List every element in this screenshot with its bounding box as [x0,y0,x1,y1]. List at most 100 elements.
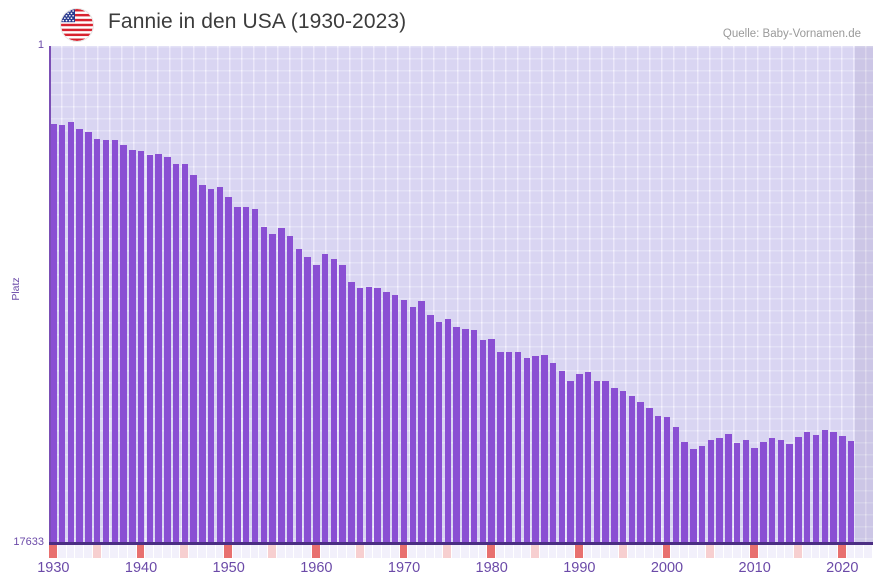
x-tick-marker [680,545,689,558]
bar [698,446,706,543]
x-tick-marker [127,545,137,558]
x-tick-marker [478,545,488,558]
bar [593,380,601,543]
x-tick-label: 1950 [212,560,245,576]
bar [532,356,539,543]
x-tick-marker [57,545,67,558]
bar [505,351,513,543]
x-tick-marker [504,545,514,558]
bar [102,140,110,543]
x-tick-marker [794,545,803,558]
x-tick-marker [443,545,453,558]
x-axis-line [49,542,873,545]
y-axis-tick-bottom: 17633 [13,536,44,548]
bar [497,352,504,543]
bar [716,437,723,543]
x-tick-marker [145,545,155,558]
x-tick-marker [355,545,365,558]
bar [637,402,644,543]
bar [707,440,715,543]
bar [619,390,627,543]
x-tick-marker [101,545,111,558]
x-tick-marker [285,545,295,558]
x-tick-marker [408,545,418,558]
bar [286,235,294,543]
bar [348,282,355,543]
x-tick-marker [566,545,575,558]
x-tick-marker [706,545,716,558]
x-tick-marker [268,545,277,558]
bar [602,380,609,543]
no-data-band [855,46,873,543]
x-tick-marker [311,545,321,558]
bar [85,132,92,543]
x-tick-marker [84,545,93,558]
x-tick-marker [198,545,207,558]
x-axis-tick-strip [49,545,873,558]
bar [418,300,425,543]
x-tick-marker [434,545,444,558]
x-tick-marker [688,545,698,558]
x-tick-marker [785,545,795,558]
x-tick-marker [802,545,812,558]
bar [690,449,697,543]
x-tick-marker [276,545,286,558]
bar [269,233,276,543]
x-tick-marker [136,545,146,558]
bar [50,124,57,543]
bar [733,443,741,543]
x-tick-marker [776,545,786,558]
x-tick-marker [811,545,821,558]
y-axis-title: Platz [10,277,22,301]
bar [330,259,338,543]
x-tick-label: 1990 [563,560,596,576]
bar [777,439,785,543]
bar [251,209,259,543]
x-tick-label: 1930 [37,560,70,576]
x-tick-marker [846,545,856,558]
bar [663,417,671,543]
x-tick-label: 1960 [300,560,333,576]
bar [681,442,688,543]
x-tick-marker [373,545,383,558]
bar [470,329,478,543]
x-tick-marker [425,545,435,558]
bar [67,122,75,543]
x-tick-marker [92,545,102,558]
bar [383,292,390,543]
x-tick-label: 2010 [738,560,771,576]
x-tick-marker [469,545,479,558]
x-tick-label: 1970 [387,560,421,576]
bar [795,436,802,543]
bar [172,163,180,543]
x-tick-marker [767,545,777,558]
x-tick-marker [496,545,505,558]
x-tick-marker [548,545,558,558]
chart-plot-area [49,46,873,543]
bar [278,227,285,543]
x-tick-marker [723,545,733,558]
bar [462,328,469,543]
x-tick-marker [592,545,602,558]
x-tick-marker [233,545,242,558]
y-axis-tick-top: 1 [37,39,44,51]
x-tick-marker [250,545,260,558]
x-tick-marker [531,545,540,558]
bar [839,436,846,543]
bar [164,157,171,543]
x-tick-marker [294,545,304,558]
x-tick-marker [189,545,199,558]
x-tick-marker [837,545,847,558]
x-tick-marker [338,545,348,558]
x-tick-marker [645,545,654,558]
bar [137,150,145,543]
bar [313,265,320,543]
x-tick-marker [461,545,470,558]
x-tick-marker [829,545,838,558]
x-tick-marker [399,545,409,558]
x-tick-marker [610,545,619,558]
x-tick-marker [180,545,190,558]
bar [488,338,495,543]
x-tick-marker [119,545,128,558]
x-tick-marker [732,545,742,558]
